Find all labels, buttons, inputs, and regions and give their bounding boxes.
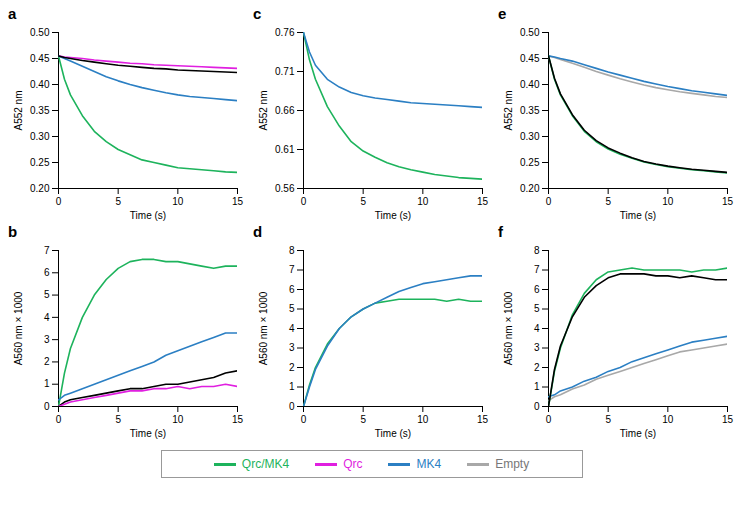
svg-text:10: 10: [662, 414, 674, 425]
svg-text:Time (s): Time (s): [130, 210, 166, 221]
svg-text:0.30: 0.30: [520, 131, 540, 142]
html-text:Qrc/MK4: Qrc/MK4: [241, 457, 290, 471]
svg-text:3: 3: [289, 342, 295, 353]
svg-text:Time (s): Time (s): [375, 210, 411, 221]
html-text:d: d: [253, 223, 263, 240]
svg-text:15: 15: [232, 414, 244, 425]
svg-text:0.71: 0.71: [275, 66, 295, 77]
svg-text:5: 5: [289, 303, 295, 314]
svg-text:0.20: 0.20: [520, 183, 540, 194]
svg-text:4: 4: [534, 323, 540, 334]
svg-text:8: 8: [534, 245, 540, 256]
svg-text:0.35: 0.35: [520, 105, 540, 116]
svg-text:Time (s): Time (s): [130, 428, 166, 439]
svg-text:7: 7: [534, 264, 540, 275]
svg-text:5: 5: [115, 196, 121, 207]
svg-text:5: 5: [115, 414, 121, 425]
svg-text:2: 2: [289, 362, 295, 373]
html-text:c: c: [253, 5, 262, 22]
svg-text:15: 15: [722, 414, 734, 425]
svg-text:15: 15: [722, 196, 734, 207]
svg-text:5: 5: [605, 414, 611, 425]
svg-text:1: 1: [289, 381, 295, 392]
svg-text:6: 6: [534, 284, 540, 295]
svg-text:0.25: 0.25: [520, 157, 540, 168]
svg-text:10: 10: [417, 414, 429, 425]
svg-text:10: 10: [417, 196, 429, 207]
svg-text:0.40: 0.40: [520, 79, 540, 90]
svg-text:5: 5: [360, 196, 366, 207]
svg-text:6: 6: [289, 284, 295, 295]
svg-text:1: 1: [44, 378, 50, 389]
svg-text:4: 4: [44, 312, 50, 323]
svg-text:A560 nm × 1000: A560 nm × 1000: [258, 291, 269, 365]
svg-text:A560 nm × 1000: A560 nm × 1000: [503, 291, 514, 365]
svg-text:0: 0: [44, 401, 50, 412]
svg-text:0.56: 0.56: [275, 183, 295, 194]
svg-text:5: 5: [44, 289, 50, 300]
html-text:Empty: Empty: [495, 457, 530, 471]
svg-text:15: 15: [232, 196, 244, 207]
svg-text:5: 5: [534, 303, 540, 314]
svg-text:Time (s): Time (s): [375, 428, 411, 439]
svg-text:0.25: 0.25: [30, 157, 50, 168]
html-text:b: b: [8, 223, 18, 240]
svg-text:0: 0: [301, 414, 307, 425]
svg-text:0.20: 0.20: [30, 183, 50, 194]
svg-text:1: 1: [534, 381, 540, 392]
svg-text:0: 0: [546, 196, 552, 207]
svg-text:2: 2: [44, 356, 50, 367]
svg-text:10: 10: [662, 196, 674, 207]
svg-text:4: 4: [289, 323, 295, 334]
svg-text:0.35: 0.35: [30, 105, 50, 116]
svg-text:0.50: 0.50: [520, 27, 540, 38]
svg-text:0.45: 0.45: [30, 53, 50, 64]
svg-text:3: 3: [534, 342, 540, 353]
svg-text:Time (s): Time (s): [620, 428, 656, 439]
svg-text:0.61: 0.61: [275, 144, 295, 155]
svg-text:0.30: 0.30: [30, 131, 50, 142]
html-text:e: e: [498, 5, 507, 22]
svg-text:2: 2: [534, 362, 540, 373]
svg-text:0: 0: [534, 401, 540, 412]
svg-text:A552 nm: A552 nm: [258, 90, 269, 130]
svg-text:0: 0: [546, 414, 552, 425]
svg-text:0.76: 0.76: [275, 27, 295, 38]
svg-text:0: 0: [301, 196, 307, 207]
html-text:Qrc: Qrc: [343, 457, 363, 471]
html-text:a: a: [8, 5, 17, 22]
svg-text:7: 7: [44, 245, 50, 256]
svg-text:0: 0: [56, 196, 62, 207]
svg-text:0.66: 0.66: [275, 105, 295, 116]
svg-text:8: 8: [289, 245, 295, 256]
svg-text:0.50: 0.50: [30, 27, 50, 38]
svg-text:10: 10: [172, 414, 184, 425]
svg-text:Time (s): Time (s): [620, 210, 656, 221]
html-text:MK4: MK4: [416, 457, 442, 471]
svg-text:3: 3: [44, 334, 50, 345]
svg-text:6: 6: [44, 267, 50, 278]
svg-text:15: 15: [477, 414, 489, 425]
svg-text:0: 0: [56, 414, 62, 425]
svg-text:10: 10: [172, 196, 184, 207]
svg-text:A552 nm: A552 nm: [503, 90, 514, 130]
html-text:f: f: [498, 223, 503, 240]
svg-text:A552 nm: A552 nm: [13, 90, 24, 130]
svg-text:A560 nm × 1000: A560 nm × 1000: [13, 291, 24, 365]
svg-text:0.40: 0.40: [30, 79, 50, 90]
svg-text:5: 5: [605, 196, 611, 207]
svg-text:0.45: 0.45: [520, 53, 540, 64]
svg-text:5: 5: [360, 414, 366, 425]
svg-text:7: 7: [289, 264, 295, 275]
svg-text:15: 15: [477, 196, 489, 207]
svg-text:0: 0: [289, 401, 295, 412]
